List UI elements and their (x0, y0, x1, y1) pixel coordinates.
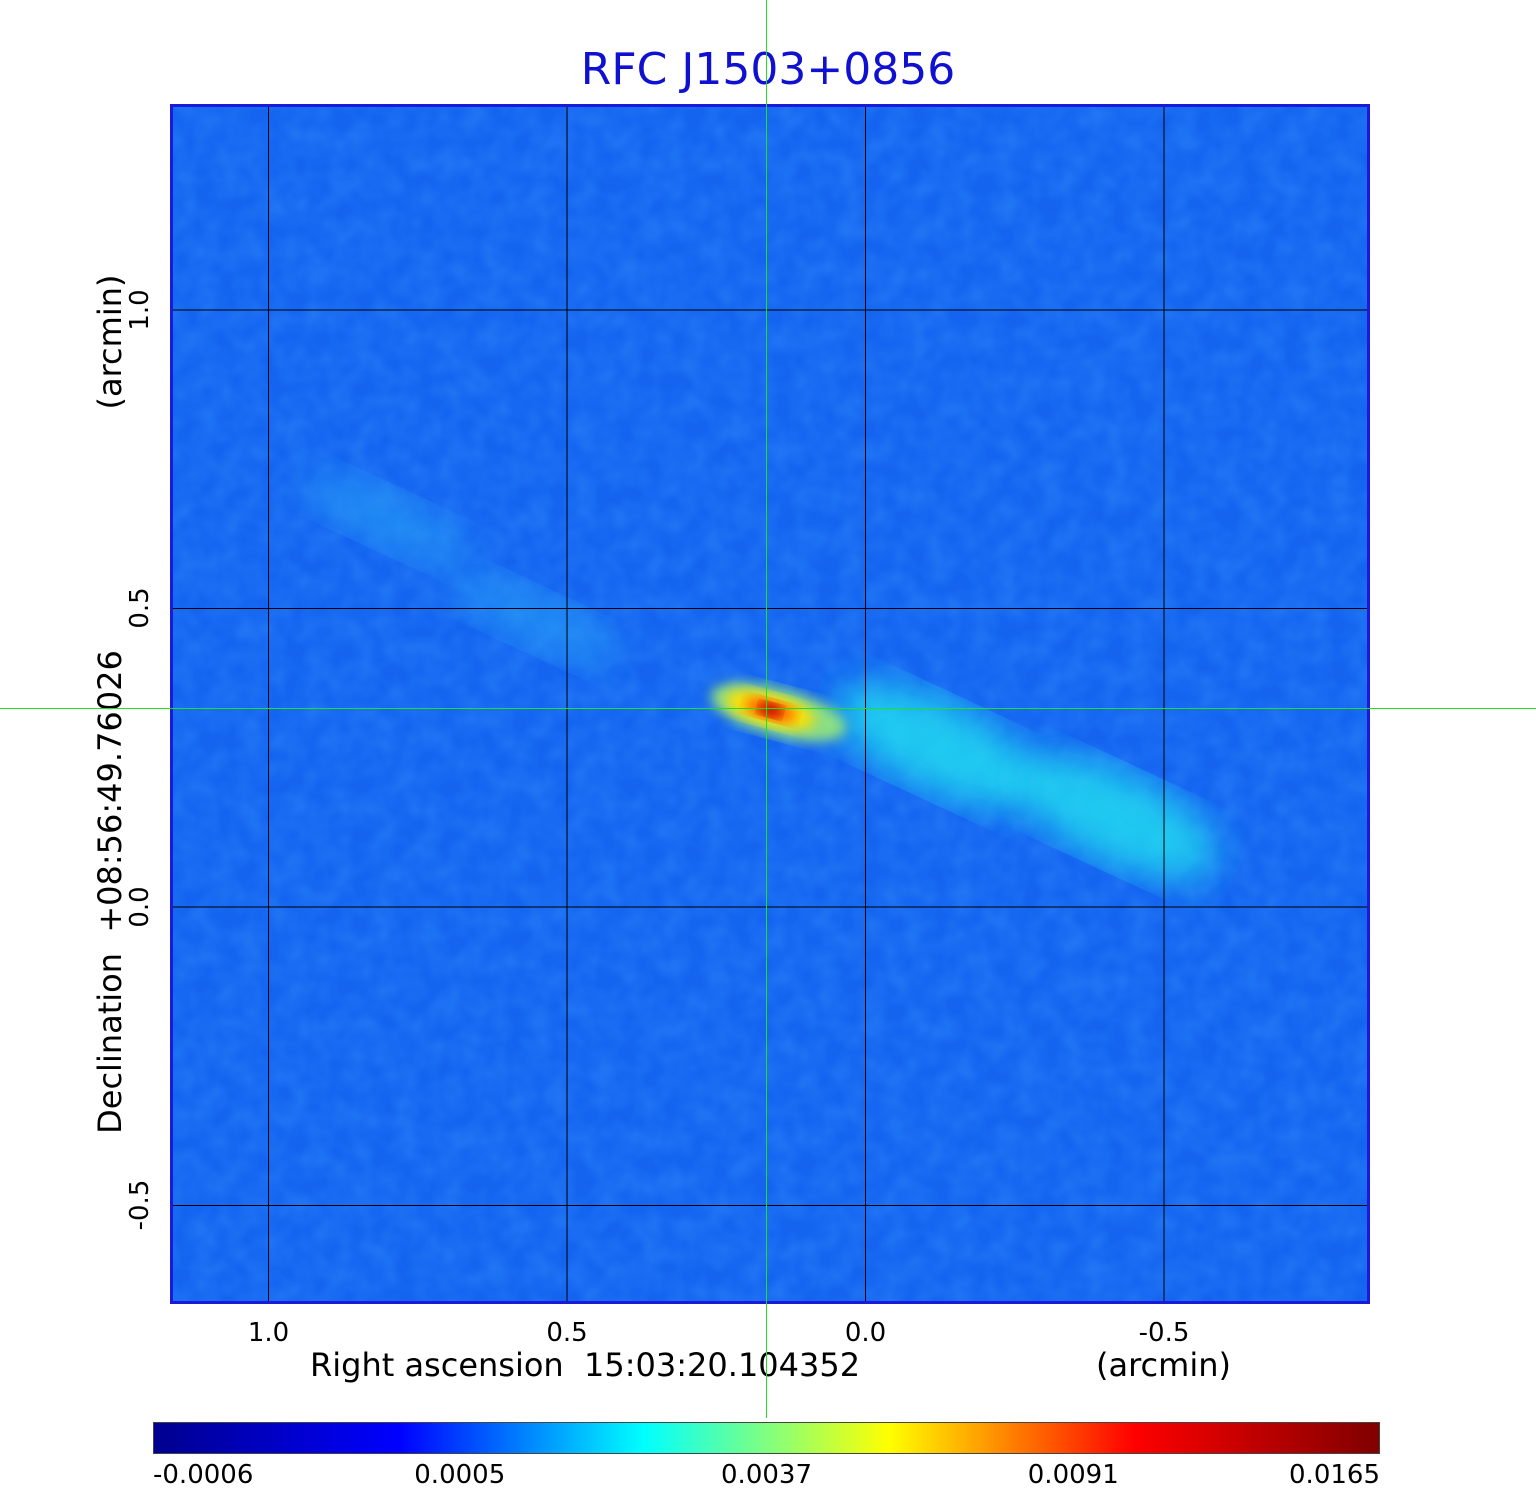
colorbar-tick-label: 0.0091 (1027, 1460, 1119, 1490)
emission-blob (835, 683, 1039, 808)
image-map (170, 104, 1370, 1304)
emission-blob (305, 473, 471, 565)
peak-source-3 (758, 702, 783, 718)
chart-title: RFC J1503+0856 (580, 44, 956, 95)
emission-blob (1014, 755, 1218, 880)
colorbar (153, 1422, 1380, 1454)
x-axis-unit: (arcmin) (1096, 1346, 1231, 1384)
x-tick-label: 1.0 (247, 1318, 290, 1348)
x-tick-label: 0.0 (844, 1318, 887, 1348)
y-axis-unit: (arcmin) (91, 274, 129, 410)
map-canvas (173, 107, 1367, 1301)
crosshair-horizontal (0, 708, 1536, 709)
colorbar-tick-label: 0.0005 (414, 1460, 506, 1490)
colorbar-tick-label: 0.0037 (721, 1460, 812, 1490)
crosshair-vertical (766, 0, 767, 1418)
colorbar-tick-label: -0.0006 (153, 1460, 254, 1490)
y-tick-label: 1.0 (125, 289, 155, 331)
y-tick-label: 0.0 (125, 886, 155, 928)
emission-blob (454, 574, 620, 667)
colorbar-tick-label: 0.0165 (1289, 1460, 1380, 1490)
emission-layer (305, 473, 1218, 880)
x-tick-label: 0.5 (546, 1318, 588, 1348)
y-tick-label: 0.5 (125, 587, 155, 630)
grid-lines (173, 107, 1367, 1301)
x-tick-label: -0.5 (1138, 1318, 1190, 1348)
y-axis-label: Declination +08:56:49.76026 (91, 650, 129, 1134)
y-tick-label: -0.5 (125, 1180, 155, 1231)
x-axis-label: Right ascension 15:03:20.104352 (310, 1346, 861, 1384)
